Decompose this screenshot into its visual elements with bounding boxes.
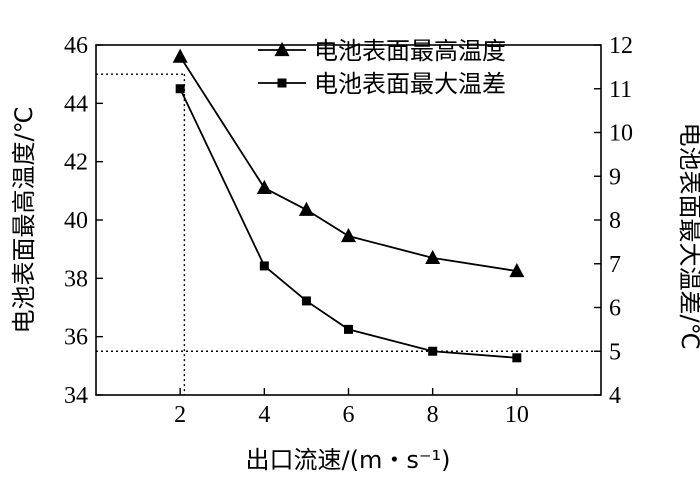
- triangle-marker: [172, 48, 188, 63]
- y-right-axis-title: 电池表面最大温差/℃: [676, 122, 700, 349]
- legend-label: 电池表面最高温度: [314, 37, 506, 65]
- y-right-tick-label: 7: [609, 252, 621, 278]
- x-tick-label: 8: [427, 402, 439, 428]
- x-tick-label: 10: [505, 402, 529, 428]
- y-left-tick-label: 46: [64, 33, 88, 59]
- square-marker: [175, 84, 185, 94]
- triangle-marker: [274, 41, 290, 57]
- y-left-ticks: 34 36 38 40 42 44 46: [64, 33, 103, 409]
- y-right-tick-label: 8: [609, 208, 621, 234]
- series-2: [175, 84, 522, 363]
- x-axis-title: 出口流速/(m・s⁻¹): [246, 446, 451, 474]
- square-marker: [259, 261, 269, 271]
- triangle-marker: [256, 179, 272, 194]
- y-left-tick-label: 36: [64, 325, 88, 351]
- y-right-tick-label: 5: [609, 339, 621, 365]
- y-left-axis-title: 电池表面最高温度/℃: [10, 106, 38, 333]
- y-left-tick-label: 42: [64, 150, 88, 176]
- x-tick-label: 6: [343, 402, 355, 428]
- x-tick-label: 4: [258, 402, 270, 428]
- triangle-marker: [425, 249, 441, 264]
- y-left-tick-label: 34: [64, 383, 88, 409]
- square-marker: [277, 78, 287, 88]
- x-tick-label: 2: [174, 402, 186, 428]
- series-line: [179, 56, 517, 272]
- series-line: [179, 88, 517, 359]
- y-left-tick-label: 40: [64, 208, 88, 234]
- square-marker: [301, 296, 311, 306]
- y-right-ticks: 4 5 6 7 8 9 10 11 12: [594, 33, 633, 409]
- y-right-tick-label: 11: [609, 77, 632, 103]
- legend-label: 电池表面最大温差: [314, 70, 506, 98]
- triangle-marker: [341, 227, 356, 243]
- y-right-tick-label: 12: [609, 33, 633, 59]
- triangle-marker: [298, 201, 314, 216]
- y-left-tick-label: 44: [64, 91, 88, 117]
- triangle-marker: [509, 262, 525, 278]
- square-marker: [512, 353, 522, 363]
- y-right-tick-label: 4: [609, 383, 621, 409]
- reference-lines: [96, 73, 601, 395]
- square-marker: [428, 346, 438, 356]
- square-marker: [344, 324, 353, 334]
- x-ticks: 2 4 6 8 10: [174, 388, 529, 428]
- series-layer: [172, 48, 525, 363]
- series-1: [172, 48, 525, 278]
- y-right-tick-label: 10: [609, 121, 633, 147]
- y-right-tick-label: 6: [609, 296, 621, 322]
- y-left-tick-label: 38: [64, 266, 88, 292]
- y-right-tick-label: 9: [609, 164, 621, 190]
